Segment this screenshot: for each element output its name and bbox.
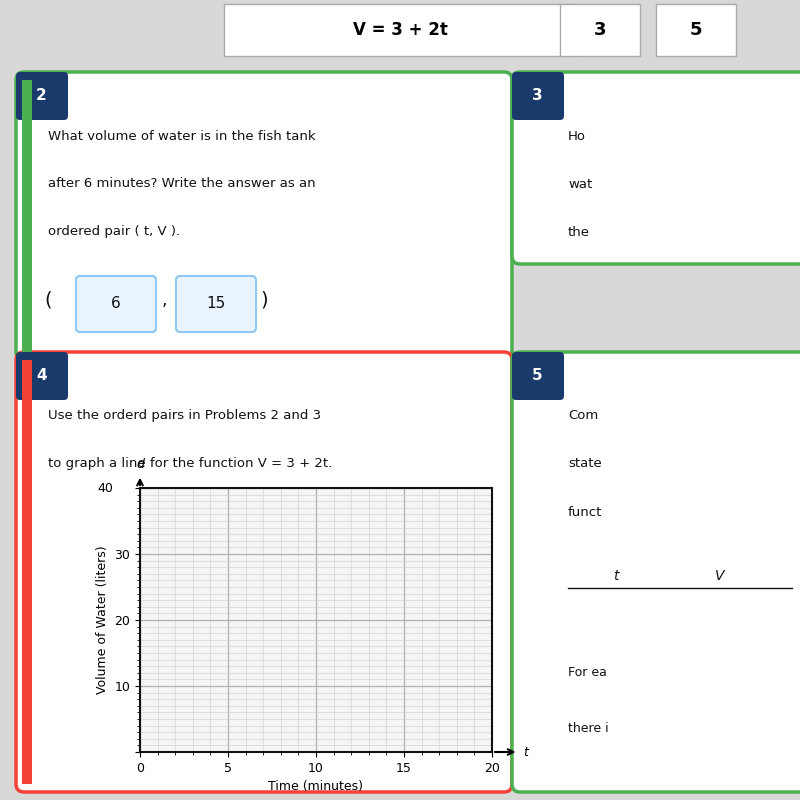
- Text: 15: 15: [206, 297, 226, 311]
- FancyBboxPatch shape: [560, 4, 640, 56]
- Text: V: V: [715, 569, 725, 583]
- Text: t: t: [614, 569, 618, 583]
- Text: 5: 5: [690, 21, 702, 38]
- Text: ): ): [260, 290, 268, 310]
- Text: 6: 6: [111, 297, 121, 311]
- FancyBboxPatch shape: [224, 4, 576, 56]
- Text: 2: 2: [36, 89, 47, 103]
- X-axis label: Time (minutes): Time (minutes): [269, 780, 363, 794]
- Text: Use the orderd pairs in Problems 2 and 3: Use the orderd pairs in Problems 2 and 3: [48, 410, 321, 422]
- Text: V = 3 + 2t: V = 3 + 2t: [353, 21, 447, 38]
- FancyBboxPatch shape: [656, 4, 736, 56]
- Text: state: state: [568, 458, 602, 470]
- Text: to graph a line for the function V = 3 + 2t.: to graph a line for the function V = 3 +…: [48, 458, 332, 470]
- Text: For ea: For ea: [568, 666, 607, 678]
- Text: d: d: [136, 458, 144, 471]
- FancyBboxPatch shape: [512, 352, 800, 792]
- FancyBboxPatch shape: [76, 276, 156, 332]
- Text: the: the: [568, 226, 590, 238]
- Text: t: t: [524, 746, 529, 758]
- Text: wat: wat: [568, 178, 592, 190]
- FancyBboxPatch shape: [512, 72, 564, 120]
- Text: after 6 minutes? Write the answer as an: after 6 minutes? Write the answer as an: [48, 178, 316, 190]
- Text: What volume of water is in the fish tank: What volume of water is in the fish tank: [48, 130, 316, 142]
- FancyBboxPatch shape: [16, 352, 512, 792]
- Text: Ho: Ho: [568, 130, 586, 142]
- Text: (: (: [44, 290, 52, 310]
- Bar: [22, 80, 32, 352]
- Text: 5: 5: [532, 369, 543, 383]
- Text: there i: there i: [568, 722, 609, 734]
- FancyBboxPatch shape: [512, 72, 800, 264]
- Text: 3: 3: [532, 89, 543, 103]
- FancyBboxPatch shape: [16, 72, 68, 120]
- Y-axis label: Volume of Water (liters): Volume of Water (liters): [96, 546, 109, 694]
- Text: funct: funct: [568, 506, 602, 518]
- Text: ,: ,: [162, 291, 166, 309]
- Text: 40: 40: [98, 482, 114, 494]
- Text: 4: 4: [36, 369, 47, 383]
- FancyBboxPatch shape: [16, 72, 512, 360]
- FancyBboxPatch shape: [16, 352, 68, 400]
- FancyBboxPatch shape: [176, 276, 256, 332]
- Text: ordered pair ( t, V ).: ordered pair ( t, V ).: [48, 226, 180, 238]
- Text: 3: 3: [594, 21, 606, 38]
- Text: Com: Com: [568, 410, 598, 422]
- FancyBboxPatch shape: [512, 352, 564, 400]
- Bar: [22, 360, 32, 784]
